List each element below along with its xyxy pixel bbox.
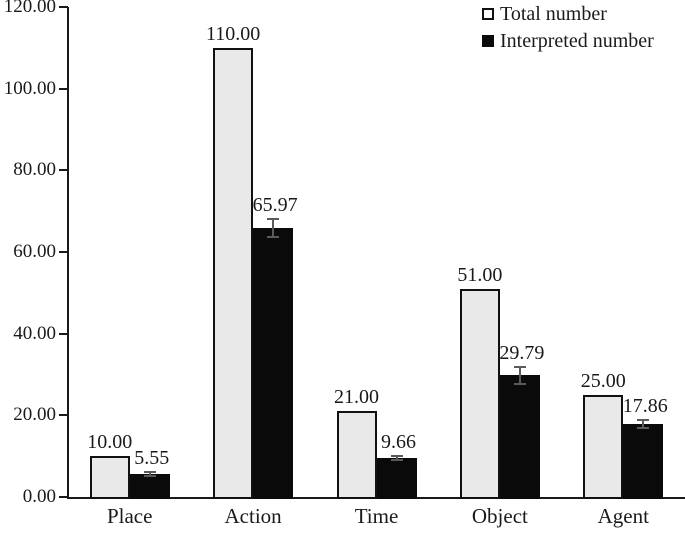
y-axis-tick-label: 20.00 (13, 404, 56, 426)
error-bar-action (272, 218, 275, 237)
bar-interpreted-time (376, 457, 417, 499)
x-axis-label-agent: Agent (597, 504, 649, 528)
bar-interpreted-action (253, 227, 294, 499)
x-axis-label-action: Action (224, 504, 282, 528)
y-axis-tick (59, 414, 68, 417)
error-bar-cap-top-object (513, 365, 526, 368)
value-label-total-object: 51.00 (457, 263, 503, 286)
x-axis-label-place: Place (106, 504, 153, 528)
value-label-total-place: 10.00 (87, 431, 133, 454)
y-axis-tick-label: 80.00 (13, 159, 56, 181)
y-axis (67, 7, 69, 499)
error-bar-cap-bottom-time (390, 458, 403, 461)
error-bar-cap-bottom-object (513, 382, 526, 385)
y-axis-tick-label: 60.00 (13, 241, 56, 262)
y-axis-tick (59, 6, 68, 8)
error-bar-cap-top-action (267, 217, 280, 220)
error-bar-cap-top-time (390, 454, 403, 457)
value-label-total-agent: 25.00 (580, 369, 626, 392)
legend-label-interpreted-number: Interpreted number (500, 29, 654, 52)
bar-total-object (459, 288, 500, 499)
error-bar-place (148, 472, 151, 477)
y-axis-tick (59, 251, 68, 253)
legend: Total number Interpreted number (482, 0, 654, 54)
value-label-interpreted-place: 5.55 (134, 447, 170, 470)
y-axis-tick-label: 100.00 (3, 77, 56, 99)
total-number-swatch-icon (482, 7, 494, 20)
error-bar-cap-bottom-place (143, 475, 156, 478)
y-axis-tick (59, 87, 68, 90)
bar-total-time (336, 411, 377, 499)
y-axis-tick-label: 40.00 (13, 322, 56, 344)
bar-interpreted-object (499, 375, 540, 499)
error-bar-cap-top-place (143, 471, 156, 474)
bar-total-place (89, 456, 130, 499)
value-label-interpreted-action: 65.97 (252, 193, 298, 216)
legend-label-total-number: Total number (500, 2, 607, 25)
error-bar-cap-top-agent (637, 419, 650, 422)
x-axis-label-time: Time (354, 504, 399, 528)
y-axis-tick (59, 169, 68, 172)
y-axis-tick-label: 120.00 (3, 0, 56, 17)
legend-item-total-number: Total number (482, 0, 654, 27)
bar-interpreted-agent (623, 424, 664, 499)
error-bar-object (518, 366, 521, 384)
value-label-interpreted-object: 29.79 (499, 341, 545, 364)
value-label-total-action: 110.00 (205, 22, 261, 45)
bar-total-agent (583, 394, 624, 499)
legend-item-interpreted-number: Interpreted number (482, 27, 654, 54)
interpreted-number-swatch-icon (482, 34, 494, 47)
error-bar-agent (642, 420, 645, 428)
error-bar-cap-bottom-agent (637, 426, 650, 429)
value-label-interpreted-agent: 17.86 (622, 395, 668, 418)
bar-total-action (213, 47, 254, 499)
value-label-total-time: 21.00 (334, 386, 379, 409)
y-axis-tick (59, 332, 68, 335)
x-axis-label-object: Object (471, 504, 528, 528)
bar-interpreted-place (129, 474, 170, 499)
value-label-interpreted-time: 9.66 (381, 430, 416, 453)
y-axis-tick-label: 0.00 (22, 486, 56, 507)
y-axis-tick (59, 496, 68, 498)
error-bar-cap-bottom-action (267, 235, 280, 238)
error-bar-time (395, 455, 398, 460)
